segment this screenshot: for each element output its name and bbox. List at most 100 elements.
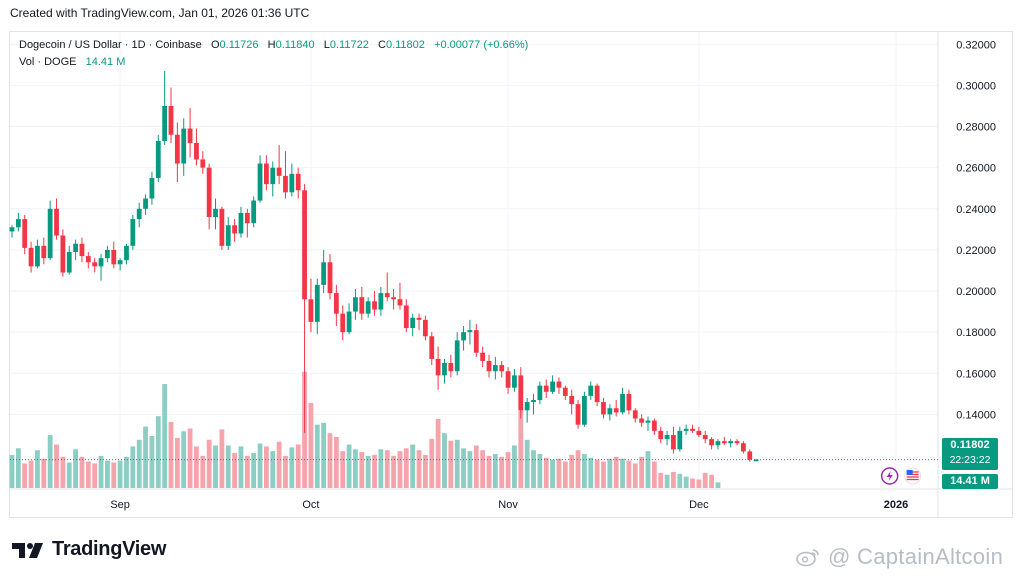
candle-body (194, 142, 199, 160)
candle-body (79, 243, 85, 257)
candle-body (728, 441, 734, 444)
volume-bar (467, 451, 473, 488)
candle-body (467, 330, 473, 333)
volume-bar (645, 451, 651, 488)
created-with-text: Created with TradingView.com, Jan 01, 20… (10, 6, 310, 20)
volume-bar (531, 450, 536, 488)
candle-body (200, 159, 206, 168)
volume-bar (378, 449, 384, 488)
y-tick-label: 0.22000 (956, 245, 996, 257)
close-value: 0.11802 (385, 39, 425, 51)
candle-body (149, 177, 155, 199)
volume-bar (365, 455, 371, 488)
candle-body (302, 190, 307, 300)
volume-bar (429, 438, 435, 488)
volume-bar (200, 455, 206, 488)
candle-body (601, 402, 606, 415)
candle-body (550, 381, 555, 392)
volume-bar (556, 458, 562, 488)
candle-body (244, 212, 250, 224)
volume-bar (353, 449, 358, 488)
volume-bar (403, 448, 409, 488)
volume-bar (9, 454, 15, 488)
candle-body (47, 208, 53, 259)
volume-bar (340, 451, 346, 488)
candle-body (620, 393, 625, 413)
candle-body (270, 167, 276, 185)
y-tick-label: 0.32000 (956, 39, 996, 51)
volume-bar (257, 443, 263, 488)
candle-body (130, 219, 136, 246)
volume-bar (321, 422, 327, 488)
chart-legend: Dogecoin / US Dollar · 1D · Coinbase O 0.… (19, 37, 528, 71)
candle-body (594, 385, 600, 403)
volume-bar (651, 461, 657, 488)
volume-bar (206, 439, 212, 488)
volume-bar (569, 454, 575, 488)
volume-bar (416, 450, 422, 488)
candle-body (696, 430, 702, 435)
candle-body (639, 418, 645, 423)
candle-body (66, 251, 72, 273)
y-tick-label: 0.28000 (956, 122, 996, 134)
volume-bar (582, 453, 587, 488)
candle-body (15, 219, 21, 228)
candle-body (721, 441, 727, 444)
candle-body (391, 297, 396, 300)
volume-bar (715, 482, 721, 488)
low-key: L (323, 39, 330, 51)
last-price-label: 0.11802 22:23:22 (942, 438, 998, 470)
weibo-icon (796, 547, 820, 567)
volume-bar (671, 471, 676, 488)
y-tick-label: 0.30000 (956, 80, 996, 92)
volume-bar (60, 456, 66, 488)
candle-body (206, 167, 212, 218)
volume-bar (105, 460, 110, 488)
candle-body (22, 219, 28, 248)
volume-bar (607, 458, 613, 488)
candle-body (181, 128, 187, 164)
candle-body (219, 208, 225, 246)
volume-bar (461, 448, 466, 488)
candle-body (85, 256, 91, 263)
volume-bar (168, 421, 174, 488)
candle-body (105, 249, 110, 259)
volume-bar (454, 439, 460, 488)
volume-bar (346, 444, 352, 488)
volume-bar (22, 463, 28, 488)
candle-body (492, 365, 498, 372)
x-tick-label: Oct (302, 499, 319, 511)
volume-bar (550, 459, 555, 488)
candle-body (92, 262, 98, 267)
candle-body (117, 260, 123, 265)
volume-bar (677, 473, 683, 488)
x-tick-label: Nov (498, 499, 518, 511)
candle-body (423, 319, 428, 337)
chart-frame (9, 31, 1013, 518)
candle-body (429, 336, 435, 359)
x-tick-label: 2026 (884, 499, 908, 511)
y-tick-label: 0.26000 (956, 163, 996, 175)
candle-body (461, 332, 466, 341)
volume-bar (664, 474, 670, 488)
candle-body (41, 245, 47, 259)
volume-bar (575, 450, 581, 488)
candle-body (187, 128, 193, 143)
volume-key[interactable]: Vol · DOGE (19, 56, 77, 68)
symbol-label[interactable]: Dogecoin / US Dollar · 1D · Coinbase (19, 39, 202, 51)
candle-body (709, 439, 714, 446)
volume-bar (702, 472, 708, 488)
open-key: O (210, 39, 220, 51)
candle-body (225, 225, 231, 246)
candle-body (257, 163, 263, 201)
candle-body (98, 258, 104, 267)
candle-body (155, 140, 161, 178)
candle-body (162, 105, 168, 141)
volume-bar (588, 457, 594, 488)
candle-body (582, 395, 587, 425)
volume-bar (499, 456, 505, 488)
candle-body (645, 420, 651, 423)
volume-bar (480, 450, 486, 488)
volume-bar (85, 461, 91, 488)
